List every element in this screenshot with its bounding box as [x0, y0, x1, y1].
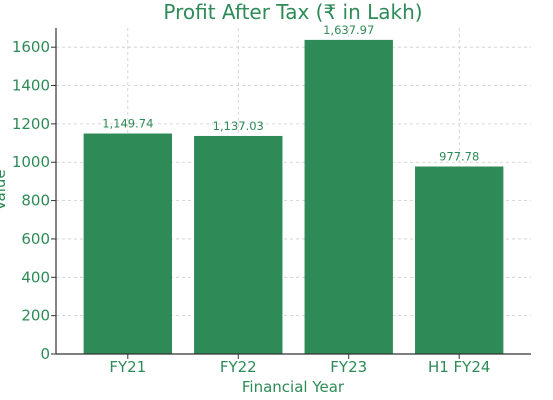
bar-h1-fy24	[415, 166, 504, 354]
x-tick-label: FY23	[330, 358, 367, 376]
data-label: 1,637.97	[323, 23, 374, 37]
data-label: 977.78	[439, 149, 479, 163]
x-tick-label: FY21	[109, 358, 146, 376]
y-tick-label: 400	[21, 268, 50, 286]
y-axis-label: Value	[0, 169, 9, 210]
chart-title: Profit After Tax (₹ in Lakh)	[163, 0, 422, 24]
y-tick-label: 200	[21, 307, 50, 325]
data-labels: 1,149.74 1,137.03 1,637.97 977.78	[102, 23, 479, 164]
x-tick-label: FY22	[220, 358, 257, 376]
y-tick-label: 1200	[12, 115, 50, 133]
y-tick-label: 600	[21, 230, 50, 248]
y-tick-label: 0	[40, 345, 50, 363]
axes: 0 200 400 600 800 1000 1200 1400 1600 FY21 FY22 FY2…	[12, 28, 531, 376]
y-tick-label: 800	[21, 192, 50, 210]
y-tick-label: 1400	[12, 77, 50, 95]
bar-fy23	[304, 39, 393, 354]
data-label: 1,137.03	[213, 119, 264, 133]
y-tick-label: 1600	[12, 38, 50, 56]
bars	[83, 39, 504, 354]
data-label: 1,149.74	[102, 117, 153, 131]
bar-fy21	[83, 133, 172, 354]
x-axis-label: Financial Year	[242, 378, 345, 396]
x-tick-label: H1 FY24	[428, 358, 490, 376]
y-tick-label: 1000	[12, 153, 50, 171]
bar-fy22	[194, 135, 283, 354]
